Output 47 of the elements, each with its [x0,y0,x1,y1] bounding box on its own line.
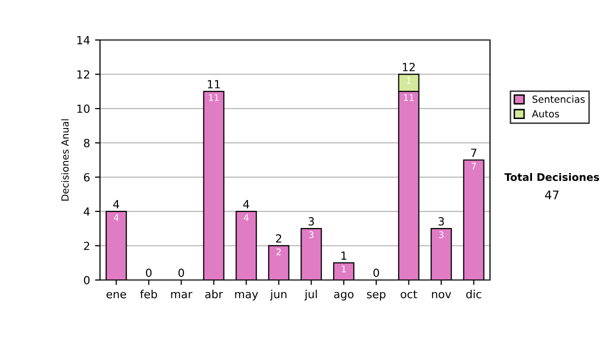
data-label: 7 [472,162,476,170]
data-label: 4 [244,214,249,221]
y-tick-label: 0 [84,276,90,284]
total-label: 1 [341,252,346,260]
total-label: 3 [308,217,314,226]
total-label: 7 [471,148,476,157]
data-label: 4 [114,214,119,221]
x-tick-label: oct [400,290,418,298]
total-label: 0 [178,268,184,277]
legend-label: Autos [532,110,560,118]
x-tick-label: ago [334,292,354,300]
text: 47 [545,190,558,200]
data-label: 1 [406,77,411,84]
text: Total Decisiones [504,172,600,182]
data-label: 1 [342,266,346,272]
y-tick-label: 14 [77,36,90,44]
total-label: 11 [208,80,220,88]
x-tick-label: sep [367,292,386,300]
x-tick-label: may [235,292,258,300]
total-label: 0 [373,268,380,277]
x-tick-label: mar [171,292,192,298]
data-label: 11 [209,94,219,101]
total-label: 3 [438,217,444,226]
x-tick-label: dic [466,290,482,298]
x-tick-label: nov [432,292,452,298]
y-tick-label: 12 [77,70,90,79]
y-tick-label: 8 [84,138,90,148]
x-tick-label: abr [205,290,223,298]
total-label: 4 [113,200,120,208]
y-tick-label: 10 [77,104,90,113]
x-tick-label: jun [270,290,286,300]
legend-label: Sentencias [532,95,585,103]
y-axis-title: Decisiones Anual [61,119,69,201]
y-tick-label: 4 [84,208,90,216]
total-label: 0 [146,268,152,277]
x-tick-label: jul [304,290,317,300]
total-label: 4 [243,200,250,208]
data-label: 11 [404,94,414,101]
y-tick-label: 6 [84,173,90,182]
data-label: 3 [439,231,444,238]
x-tick-label: ene [106,292,126,298]
total-label: 2 [276,234,282,243]
data-label: 3 [309,231,314,238]
data-label: 2 [276,248,281,256]
total-label: 12 [402,62,415,72]
x-tick-label: feb [140,290,158,298]
y-tick-label: 2 [84,242,90,250]
